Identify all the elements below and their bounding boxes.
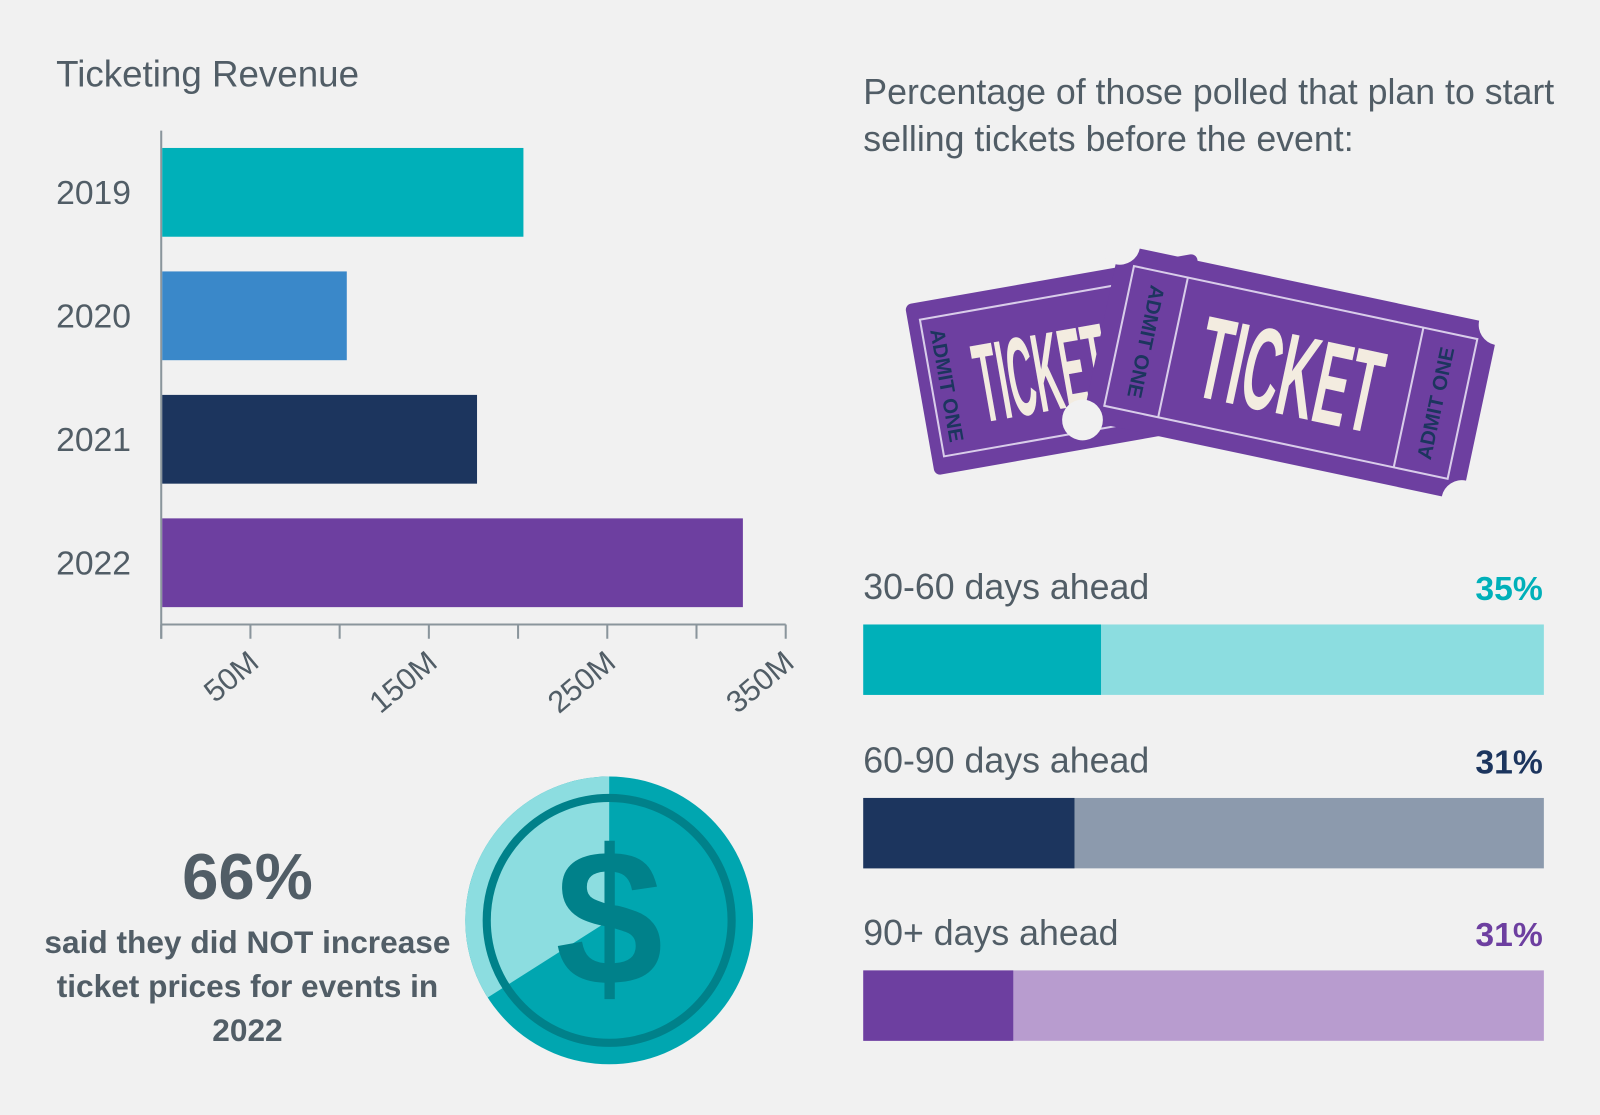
poll-bar-30-60 <box>863 624 1544 695</box>
poll-bar-fill <box>863 624 1102 695</box>
bar-2020 <box>162 271 347 361</box>
dollar-sign: $ <box>555 810 663 1027</box>
category-label: 2020 <box>56 299 131 336</box>
bar-2019 <box>162 147 524 237</box>
category-label: 2022 <box>56 545 131 582</box>
poll-bar-60-90 <box>863 797 1544 869</box>
poll-bar-fill <box>863 797 1075 869</box>
chart-title: Ticketing Revenue <box>56 53 360 95</box>
poll-value-30-60: 35% <box>1475 569 1543 608</box>
front-ticket: ADMIT ONE ADMIT ONE TICKET <box>1062 223 1511 521</box>
poll-bar-fill <box>863 970 1013 1041</box>
x-tick-label: 150M <box>363 645 444 720</box>
dollar-coin-icon: $ <box>465 776 754 1065</box>
stat-number: 66% <box>182 839 313 914</box>
poll-label-60-90: 60-90 days ahead <box>863 740 1150 781</box>
x-tick-label: 350M <box>720 645 801 720</box>
x-tick-label: 250M <box>541 645 622 720</box>
poll-label-30-60: 30-60 days ahead <box>863 567 1150 608</box>
poll-bar-90-plus <box>863 970 1544 1041</box>
bar-2021 <box>162 394 478 484</box>
poll-title: Percentage of those polled that plan to … <box>863 72 1555 160</box>
revenue-bar-chart: 2019 2020 2021 2022 50M 150M 250M 350M <box>56 130 801 720</box>
x-tick-label: 50M <box>198 645 265 709</box>
bar-2022 <box>162 518 743 608</box>
poll-value-90-plus: 31% <box>1475 915 1543 954</box>
poll-value-60-90: 31% <box>1475 742 1543 781</box>
category-label: 2019 <box>56 175 131 212</box>
tickets-illustration: ADMIT ONE TICKET ADMIT ONE ADMIT ONE TIC… <box>905 223 1511 521</box>
poll-label-90-plus: 90+ days ahead <box>863 913 1119 954</box>
stat-text: said they did NOT increase ticket prices… <box>44 924 451 1048</box>
coin-light-segment <box>465 776 610 998</box>
category-label: 2021 <box>56 422 131 459</box>
